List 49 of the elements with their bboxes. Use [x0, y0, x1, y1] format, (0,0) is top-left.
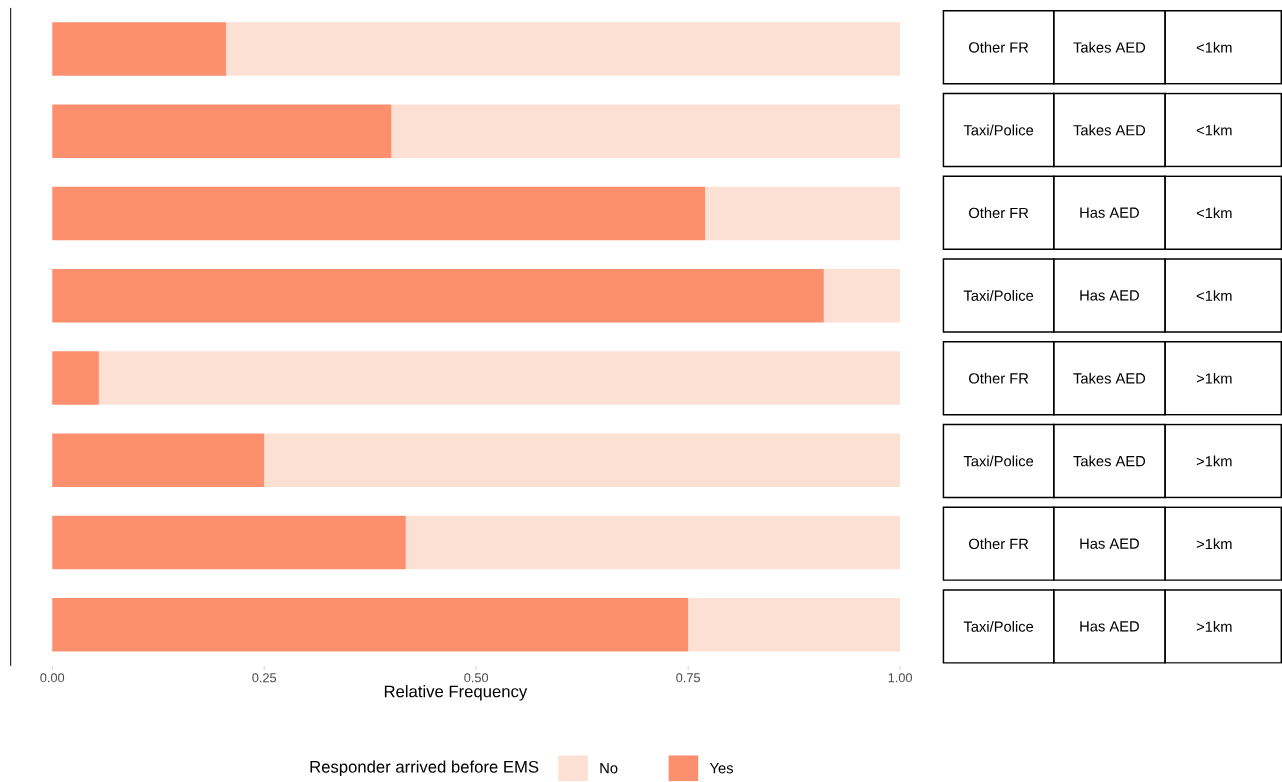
bar: [226, 22, 901, 76]
text: >1km: [1196, 621, 1232, 632]
bar: [405, 515, 901, 570]
text: Has AED: [1080, 207, 1139, 218]
x-tick-label: 1.00: [888, 673, 913, 683]
text: Has AED: [1080, 538, 1139, 549]
text: Has AED: [1080, 290, 1139, 301]
bar: [52, 186, 706, 241]
bar: [52, 597, 689, 652]
bar: [391, 104, 901, 158]
text: >1km: [1196, 372, 1232, 384]
text: Taxi/Police: [963, 124, 1034, 136]
text: Takes AED: [1073, 372, 1146, 384]
legend-title: Responder arrived before EMS: [310, 760, 539, 777]
bar: [52, 351, 99, 405]
text: Other FR: [969, 372, 1029, 384]
text: Other FR: [969, 41, 1029, 53]
bar: [705, 186, 901, 241]
x-tick-label: 0.00: [40, 673, 65, 683]
text: <1km: [1196, 290, 1232, 301]
bar: [52, 104, 392, 158]
text: >1km: [1196, 538, 1232, 549]
bar: [688, 597, 901, 652]
text: >1km: [1196, 455, 1232, 467]
x-tick-label: 0.25: [252, 673, 277, 683]
text: Taxi/Police: [963, 621, 1034, 632]
bar: [52, 268, 824, 323]
text: Takes AED: [1073, 455, 1146, 467]
text: Has AED: [1080, 621, 1139, 632]
x-axis-title: Relative Frequency: [384, 685, 528, 701]
x-tick-label: 0.50: [464, 673, 489, 683]
bar: [823, 268, 901, 323]
legend-label: No: [600, 763, 618, 774]
bar: [264, 433, 901, 487]
legend-label: Yes: [709, 763, 734, 774]
text: Other FR: [969, 538, 1029, 550]
text: Taxi/Police: [963, 455, 1034, 467]
text: Taxi/Police: [963, 290, 1034, 301]
text: Other FR: [969, 207, 1029, 219]
bar: [52, 433, 265, 487]
text: Takes AED: [1073, 41, 1146, 53]
text: <1km: [1196, 124, 1232, 136]
text: <1km: [1196, 207, 1232, 219]
bar: [98, 351, 901, 405]
bar: [52, 515, 406, 570]
bar: [52, 22, 227, 76]
text: <1km: [1196, 41, 1232, 53]
text: Takes AED: [1073, 124, 1146, 136]
x-tick-label: 0.75: [676, 673, 701, 683]
